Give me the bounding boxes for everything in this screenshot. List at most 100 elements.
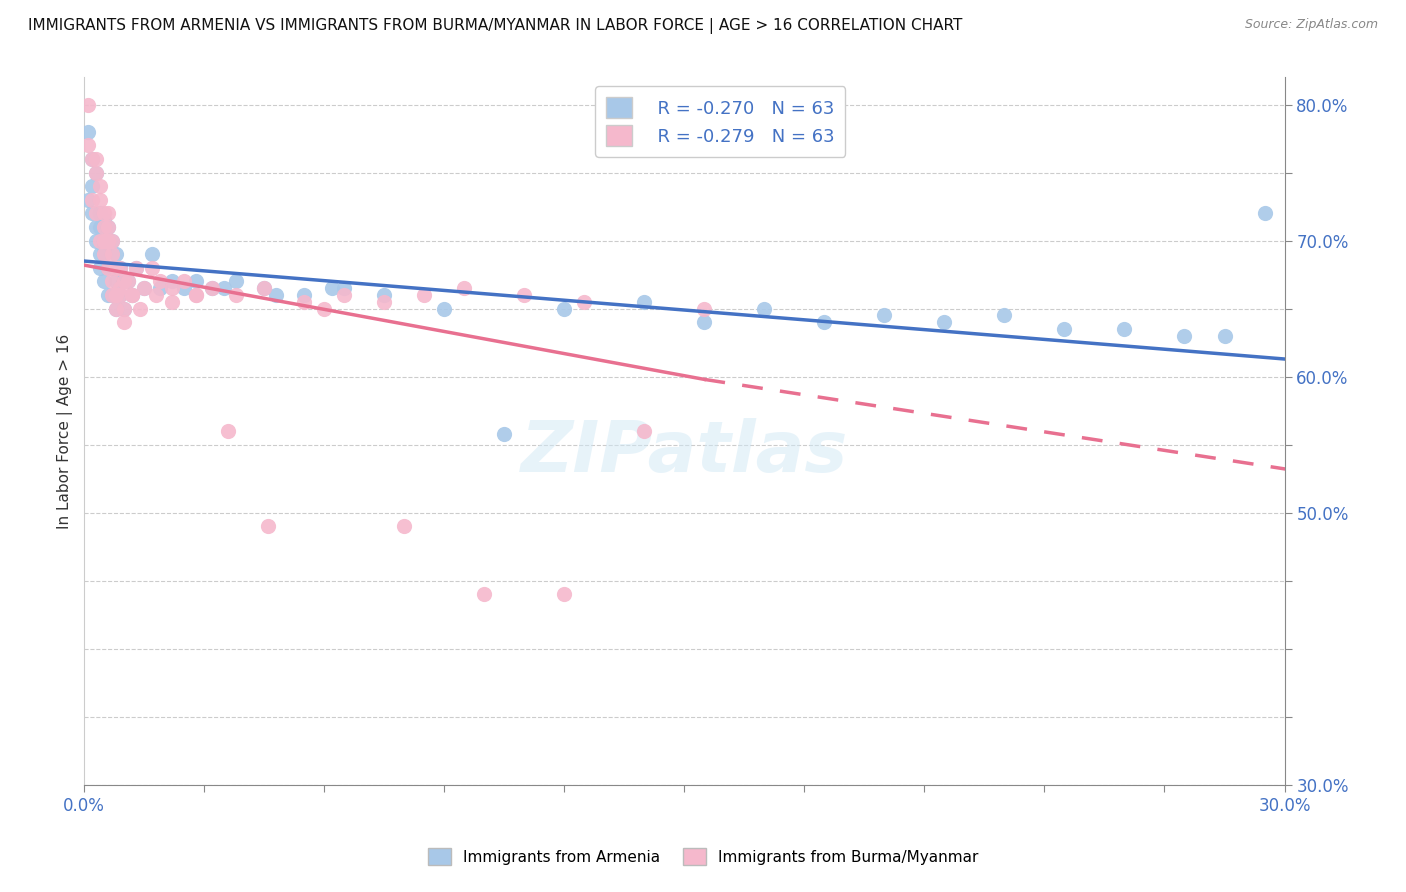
Point — [553, 587, 575, 601]
Point — [314, 301, 336, 316]
Point — [93, 234, 115, 248]
Point — [89, 179, 111, 194]
Point — [125, 260, 148, 275]
Point — [105, 275, 128, 289]
Point — [693, 301, 716, 316]
Point — [93, 206, 115, 220]
Point — [201, 281, 224, 295]
Point — [93, 213, 115, 227]
Point — [373, 288, 395, 302]
Text: ZIPatlas: ZIPatlas — [520, 417, 848, 487]
Point — [105, 301, 128, 316]
Point — [82, 193, 104, 207]
Point — [77, 125, 100, 139]
Point — [633, 424, 655, 438]
Point — [110, 281, 132, 295]
Point — [453, 281, 475, 295]
Point — [97, 234, 120, 248]
Point — [82, 206, 104, 220]
Point — [97, 220, 120, 235]
Point — [134, 281, 156, 295]
Point — [89, 220, 111, 235]
Point — [186, 288, 208, 302]
Point — [162, 275, 184, 289]
Point — [82, 179, 104, 194]
Point — [993, 309, 1015, 323]
Point — [934, 315, 956, 329]
Point — [266, 288, 288, 302]
Point — [105, 288, 128, 302]
Point — [82, 152, 104, 166]
Point — [173, 275, 195, 289]
Point — [513, 288, 536, 302]
Point — [494, 426, 516, 441]
Point — [117, 275, 139, 289]
Point — [77, 138, 100, 153]
Point — [253, 281, 276, 295]
Point — [110, 260, 132, 275]
Y-axis label: In Labor Force | Age > 16: In Labor Force | Age > 16 — [58, 334, 73, 529]
Point — [93, 220, 115, 235]
Point — [82, 152, 104, 166]
Point — [101, 260, 124, 275]
Point — [754, 301, 776, 316]
Point — [105, 301, 128, 316]
Point — [84, 234, 107, 248]
Point — [121, 288, 143, 302]
Point — [873, 309, 896, 323]
Point — [89, 193, 111, 207]
Point — [373, 294, 395, 309]
Point — [633, 294, 655, 309]
Text: Source: ZipAtlas.com: Source: ZipAtlas.com — [1244, 18, 1378, 31]
Point — [141, 260, 163, 275]
Point — [89, 206, 111, 220]
Legend: Immigrants from Armenia, Immigrants from Burma/Myanmar: Immigrants from Armenia, Immigrants from… — [422, 842, 984, 871]
Point — [77, 193, 100, 207]
Point — [413, 288, 436, 302]
Point — [1053, 322, 1076, 336]
Point — [105, 260, 128, 275]
Point — [125, 260, 148, 275]
Point — [129, 301, 152, 316]
Point — [84, 220, 107, 235]
Point — [89, 260, 111, 275]
Point — [110, 288, 132, 302]
Point — [145, 288, 167, 302]
Point — [225, 275, 247, 289]
Point — [217, 424, 239, 438]
Point — [134, 281, 156, 295]
Point — [292, 294, 315, 309]
Point — [162, 281, 184, 295]
Point — [333, 281, 356, 295]
Point — [149, 275, 172, 289]
Point — [394, 519, 416, 533]
Point — [89, 234, 111, 248]
Point — [97, 288, 120, 302]
Point — [1114, 322, 1136, 336]
Point — [97, 206, 120, 220]
Point — [1173, 329, 1195, 343]
Point — [574, 294, 596, 309]
Point — [141, 247, 163, 261]
Point — [1213, 329, 1236, 343]
Legend:   R = -0.270   N = 63,   R = -0.279   N = 63: R = -0.270 N = 63, R = -0.279 N = 63 — [595, 87, 845, 157]
Point — [225, 288, 247, 302]
Point — [101, 288, 124, 302]
Point — [84, 166, 107, 180]
Point — [105, 247, 128, 261]
Point — [1253, 206, 1275, 220]
Point — [112, 301, 135, 316]
Point — [84, 152, 107, 166]
Point — [553, 301, 575, 316]
Point — [201, 281, 224, 295]
Point — [162, 294, 184, 309]
Point — [333, 288, 356, 302]
Point — [93, 247, 115, 261]
Point — [101, 234, 124, 248]
Point — [253, 281, 276, 295]
Point — [693, 315, 716, 329]
Point — [89, 247, 111, 261]
Point — [97, 260, 120, 275]
Point — [84, 206, 107, 220]
Point — [214, 281, 236, 295]
